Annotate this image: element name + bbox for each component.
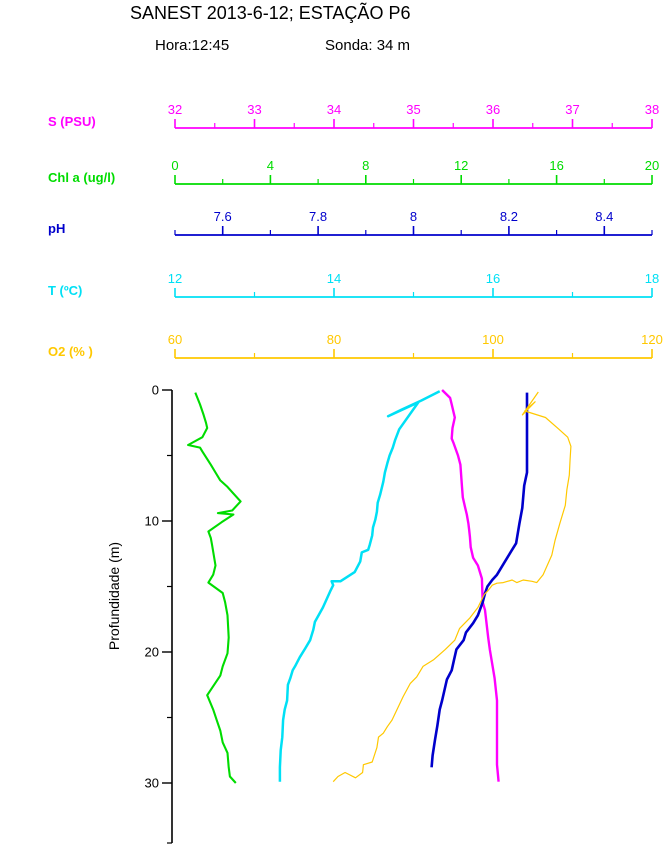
tick-label: 18 [645,271,659,286]
axis-label-s: S (PSU) [48,114,96,129]
subtitle-hora: Hora:12:45 [155,37,230,54]
profile-line-s [441,389,500,782]
tick-label: 37 [565,102,579,117]
tick-label: 32 [168,102,182,117]
tick-label: 12 [454,158,468,173]
axis-ph: 7.6 7.8 8 8.2 8.4 pH [48,209,653,236]
depth-tick-label: 30 [145,776,159,791]
axis-s: 32 33 34 35 36 37 38 S (PSU) [48,102,659,129]
profile-line-o2 [332,391,572,783]
depth-axis: 0 10 20 30 Profundidade (m) [106,383,173,844]
tick-label: 35 [406,102,420,117]
tick-label: 120 [641,332,663,347]
tick-label: 8 [362,158,369,173]
tick-label: 100 [482,332,504,347]
axis-label-o2: O2 (% ) [48,344,93,359]
profile-line-t [278,390,441,782]
tick-label: 8.2 [500,209,518,224]
axis-o2: 60 80 100 120 O2 (% ) [48,332,663,359]
tick-label: 36 [486,102,500,117]
tick-label: 4 [267,158,274,173]
profile-line-ph [430,392,529,768]
tick-label: 16 [486,271,500,286]
subtitle-sonda: Sonda: 34 m [325,37,411,54]
axis-label-t: T (ºC) [48,283,82,298]
tick-label: 16 [549,158,563,173]
chart-title: SANEST 2013-6-12; ESTAÇÃO P6 [130,3,411,23]
tick-label: 8.4 [595,209,613,224]
axis-label-ph: pH [48,221,65,236]
axis-chl: 0 4 8 12 16 20 Chl a (ug/l) [48,158,659,185]
tick-label: 80 [327,332,341,347]
tick-label: 0 [171,158,178,173]
depth-tick-label: 0 [152,383,159,398]
tick-label: 60 [168,332,182,347]
tick-label: 38 [645,102,659,117]
axis-t: 12 14 16 18 T (ºC) [48,271,659,298]
tick-label: 34 [327,102,341,117]
depth-tick-label: 10 [145,514,159,529]
profile-line-chl [187,392,242,784]
axis-label-chl: Chl a (ug/l) [48,170,115,185]
tick-label: 20 [645,158,659,173]
tick-label: 33 [247,102,261,117]
tick-label: 12 [168,271,182,286]
depth-tick-label: 20 [145,645,159,660]
tick-label: 8 [410,209,417,224]
tick-label: 14 [327,271,341,286]
tick-label: 7.8 [309,209,327,224]
tick-label: 7.6 [214,209,232,224]
depth-axis-title: Profundidade (m) [106,542,122,650]
